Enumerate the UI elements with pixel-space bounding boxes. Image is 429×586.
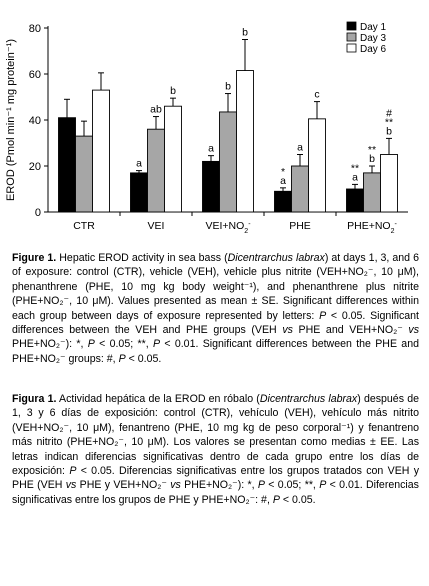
caption-p-symbol: P xyxy=(319,309,327,322)
caption-text: < 0.05; **, xyxy=(264,479,320,492)
significance-label: ** xyxy=(368,144,376,156)
chart-bars xyxy=(58,39,398,213)
significance-label: # xyxy=(386,107,392,119)
caption-text: < 0.05; **, xyxy=(94,338,153,351)
bar-day-3 xyxy=(147,128,165,213)
figure-caption-spanish: Figura 1. Actividad hepática de la EROD … xyxy=(12,392,419,507)
x-tick-label: CTR xyxy=(73,220,95,232)
bar-day-3 xyxy=(75,135,93,213)
caption-p-symbol: P xyxy=(118,352,126,365)
caption-text: < 0.05. Diferencias significativas entre… xyxy=(12,465,420,492)
significance-label: b xyxy=(225,81,231,93)
bar-day-6 xyxy=(164,105,182,213)
y-tick-label: 0 xyxy=(35,207,41,219)
caption-text: < 0.05. xyxy=(279,493,316,506)
caption-text: PHE y VEH+NO₂⁻ xyxy=(76,479,171,492)
significance-label: a xyxy=(208,143,214,155)
bar-day-3 xyxy=(219,111,237,213)
caption-text: < 0.05. xyxy=(125,352,162,365)
figure-caption-english: Figure 1. Hepatic EROD activity in sea b… xyxy=(12,251,419,366)
bar-day-3 xyxy=(291,165,309,213)
caption-text: Hepatic EROD activity in sea bass ( xyxy=(56,252,228,264)
caption-p-symbol: P xyxy=(257,479,265,492)
caption-label: Figura 1. xyxy=(12,393,57,405)
significance-label: a xyxy=(297,142,303,154)
legend-swatch xyxy=(346,21,357,31)
significance-label: b xyxy=(242,27,248,39)
bar-day-3 xyxy=(363,172,381,213)
bar-day-6 xyxy=(380,154,398,213)
bar-day-6 xyxy=(236,70,254,213)
significance-label: a xyxy=(352,171,358,183)
caption-text: < 0.01. Significant differences between … xyxy=(12,338,419,365)
caption-vs: vs xyxy=(170,479,181,492)
x-tick-label: PHE+NO2- xyxy=(347,220,397,235)
legend-label: Day 1 xyxy=(360,22,387,33)
bar-day-1 xyxy=(274,190,292,213)
caption-text: PHE and VEH+NO₂⁻ xyxy=(292,324,409,337)
caption-text: Actividad hepática de la EROD en róbalo … xyxy=(56,393,260,405)
x-tick-label: VEI xyxy=(148,220,165,232)
significance-label: a xyxy=(136,158,142,170)
legend-label: Day 3 xyxy=(360,33,387,44)
significance-label: b xyxy=(386,125,392,137)
significance-label: b xyxy=(170,85,176,97)
significance-label: ** xyxy=(385,116,393,128)
significance-label: ** xyxy=(351,162,359,174)
legend-swatch xyxy=(346,43,357,53)
bar-day-1 xyxy=(130,172,148,213)
caption-p-symbol: P xyxy=(87,338,95,351)
caption-p-symbol: P xyxy=(152,338,161,351)
bar-day-1 xyxy=(58,117,76,213)
significance-label: c xyxy=(314,89,319,101)
caption-p-symbol: P xyxy=(319,479,327,492)
caption-species: Dicentrarchus labrax xyxy=(259,393,358,405)
bar-day-6 xyxy=(308,118,326,213)
y-tick-label: 40 xyxy=(29,115,41,127)
bar-day-6 xyxy=(92,89,110,213)
caption-vs: vs xyxy=(282,324,293,337)
caption-text: < 0.01. Diferencias significativas entre… xyxy=(12,479,419,506)
caption-vs: vs xyxy=(408,324,419,337)
caption-species: Dicentrarchus labrax xyxy=(227,252,325,264)
legend-swatch xyxy=(346,32,357,42)
caption-vs: vs xyxy=(65,479,77,492)
significance-label: b xyxy=(369,153,375,165)
y-tick-label: 20 xyxy=(29,161,41,173)
bar-day-1 xyxy=(202,160,220,213)
caption-text: PHE+NO₂⁻): *, xyxy=(12,338,88,351)
bar-day-1 xyxy=(346,188,364,213)
caption-text: < 0.05. Significant differences between … xyxy=(12,309,419,337)
x-tick-label: PHE xyxy=(289,220,311,232)
erod-chart: 0 20 40 60 80 EROD (Pmol min⁻¹ mg protein⁻¹) C… xyxy=(0,0,429,240)
y-axis-title: EROD (Pmol min⁻¹ mg protein⁻¹) xyxy=(5,39,17,201)
y-tick-label: 80 xyxy=(29,23,41,35)
legend-label: Day 6 xyxy=(360,44,387,55)
significance-label: a xyxy=(280,175,286,187)
caption-text: ) at days 1, 3, and 6 of exposure: contr… xyxy=(12,252,419,322)
significance-label: * xyxy=(281,166,285,178)
chart-svg: 0 20 40 60 80 EROD (Pmol min⁻¹ mg protein⁻¹) C… xyxy=(5,21,408,235)
caption-p-symbol: P xyxy=(272,493,280,506)
caption-p-symbol: P xyxy=(69,465,77,478)
x-tick-label: VEI+NO2- xyxy=(205,220,251,235)
caption-label: Figure 1. xyxy=(12,252,57,264)
caption-text: ) después de 1, 3 y 6 días de exposición… xyxy=(12,393,419,478)
significance-label: ab xyxy=(150,104,162,116)
caption-text: PHE+NO₂⁻): *, xyxy=(180,479,258,492)
y-tick-label: 60 xyxy=(29,69,41,81)
chart-axes: 0 20 40 60 80 EROD (Pmol min⁻¹ mg protein⁻¹) C… xyxy=(5,23,408,235)
